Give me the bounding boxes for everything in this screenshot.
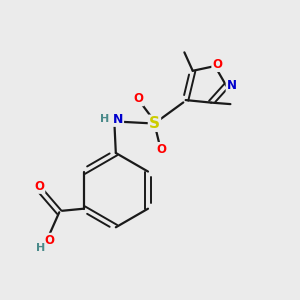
Text: O: O <box>45 234 55 247</box>
Text: O: O <box>34 180 44 193</box>
Text: S: S <box>149 116 160 131</box>
Text: H: H <box>100 114 110 124</box>
Text: N: N <box>113 113 123 126</box>
Text: O: O <box>133 92 143 105</box>
Text: N: N <box>226 79 237 92</box>
Text: H: H <box>36 243 45 253</box>
Text: O: O <box>212 58 222 71</box>
Text: O: O <box>156 143 166 156</box>
